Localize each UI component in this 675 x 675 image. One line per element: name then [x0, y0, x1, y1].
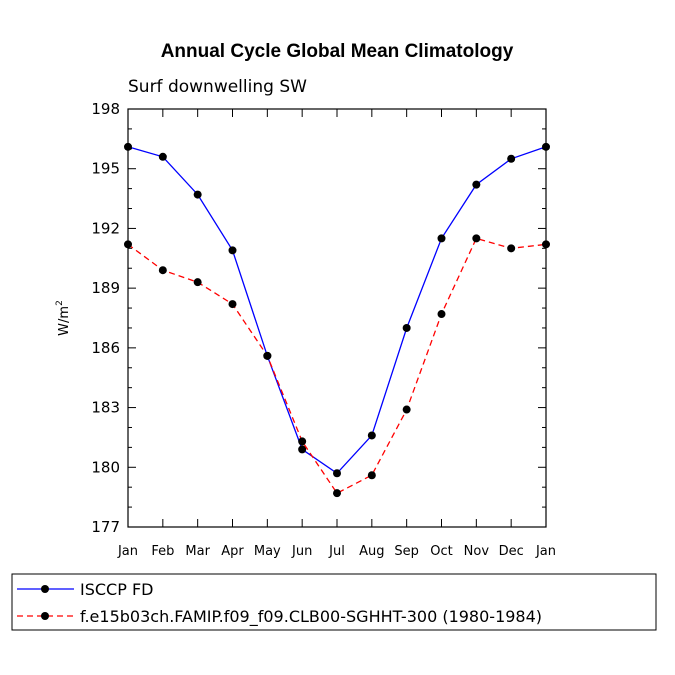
- series-1-point: [472, 180, 481, 189]
- x-tick-label: Jul: [328, 544, 345, 559]
- x-tick-label: Aug: [359, 544, 384, 559]
- series-1-point: [228, 246, 237, 255]
- series-2-point: [263, 351, 272, 360]
- axes-group: 177 180 183 186 189 192 195 198 Jan Feb Mar Apr May J…: [91, 100, 556, 559]
- series-2-point: [298, 437, 307, 446]
- x-tick-label: Nov: [464, 544, 490, 559]
- plot-frame: [127, 108, 547, 528]
- series-2-point: [402, 405, 411, 414]
- y-tick-label: 180: [91, 458, 120, 476]
- series-2-point: [124, 240, 132, 249]
- x-tick-label: Jun: [291, 544, 312, 559]
- chart-title: Annual Cycle Global Mean Climatology: [161, 41, 514, 62]
- series-2-point: [367, 471, 376, 480]
- series-1-point: [124, 142, 132, 151]
- chart-subtitle: Surf downwelling SW: [128, 77, 307, 97]
- y-tick-label: 189: [91, 279, 120, 297]
- legend-box: [11, 573, 657, 631]
- legend: ISCCP FD f.e15b03ch.FAMIP.f09_f09.CLB00-…: [11, 573, 657, 631]
- x-tick-label: Jan: [117, 544, 138, 559]
- y-axis-label: W/m2: [55, 300, 72, 336]
- series-line-2: [127, 237, 547, 495]
- x-tick-label: Sep: [394, 544, 419, 559]
- x-tick-label: Dec: [499, 544, 524, 559]
- x-tick-label: Jan: [535, 544, 556, 559]
- x-tick-label: Oct: [430, 544, 452, 559]
- series-2-point: [158, 266, 167, 275]
- series-2-point: [228, 300, 237, 309]
- series-1-point: [158, 152, 167, 161]
- y-tick-label: 195: [91, 160, 120, 178]
- series-group: [124, 142, 550, 498]
- y-tick-label: 186: [91, 339, 120, 357]
- series-2-point: [437, 310, 446, 319]
- x-tick-label: May: [254, 544, 281, 559]
- series-2-point: [542, 240, 550, 249]
- y-tick-label: 177: [91, 518, 120, 536]
- series-1-point: [542, 142, 550, 151]
- y-axis-label-superscript: 2: [55, 300, 65, 306]
- series-1-point: [507, 154, 516, 163]
- y-tick-label: 183: [91, 399, 120, 417]
- x-tick-label: Mar: [185, 544, 210, 559]
- series-line-1: [127, 146, 547, 475]
- series-1-point: [402, 323, 411, 332]
- legend-label-model: f.e15b03ch.FAMIP.f09_f09.CLB00-SGHHT-300…: [80, 607, 542, 627]
- series-1-point: [367, 431, 376, 440]
- series-1-point: [298, 445, 307, 454]
- y-tick-label: 192: [91, 219, 120, 237]
- x-tick-label: Apr: [221, 544, 244, 559]
- series-1-point: [193, 190, 202, 199]
- y-tick-label: 198: [91, 100, 120, 118]
- series-1-point: [333, 469, 341, 478]
- series-2-point: [472, 234, 481, 243]
- y-axis-label-main: W/m: [57, 306, 72, 336]
- legend-marker-isccp: [41, 585, 49, 593]
- series-2-point: [193, 278, 202, 287]
- x-tick-label: Feb: [151, 544, 174, 559]
- series-2-point: [333, 489, 341, 498]
- legend-label-isccp: ISCCP FD: [80, 580, 153, 599]
- series-2-point: [507, 244, 516, 253]
- legend-marker-model: [41, 612, 49, 620]
- series-1-point: [437, 234, 446, 243]
